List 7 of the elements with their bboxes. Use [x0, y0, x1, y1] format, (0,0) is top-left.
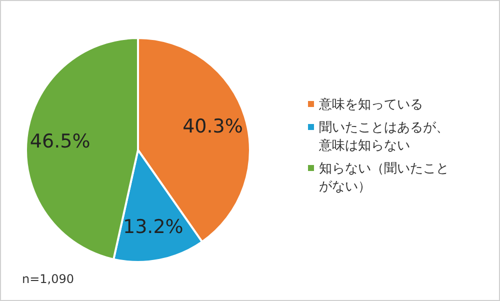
data-label: 46.5%: [30, 130, 90, 152]
text: n=1,090: [22, 272, 74, 286]
legend-label: 聞いたことはあるが、意味は知らない: [318, 120, 449, 154]
legend-label: 意味を知っている: [318, 98, 423, 112]
data-label: 40.3%: [182, 115, 243, 138]
legend-label: 知らない（聞いたことがない）: [319, 162, 449, 194]
data-label: 13.2%: [122, 216, 184, 238]
